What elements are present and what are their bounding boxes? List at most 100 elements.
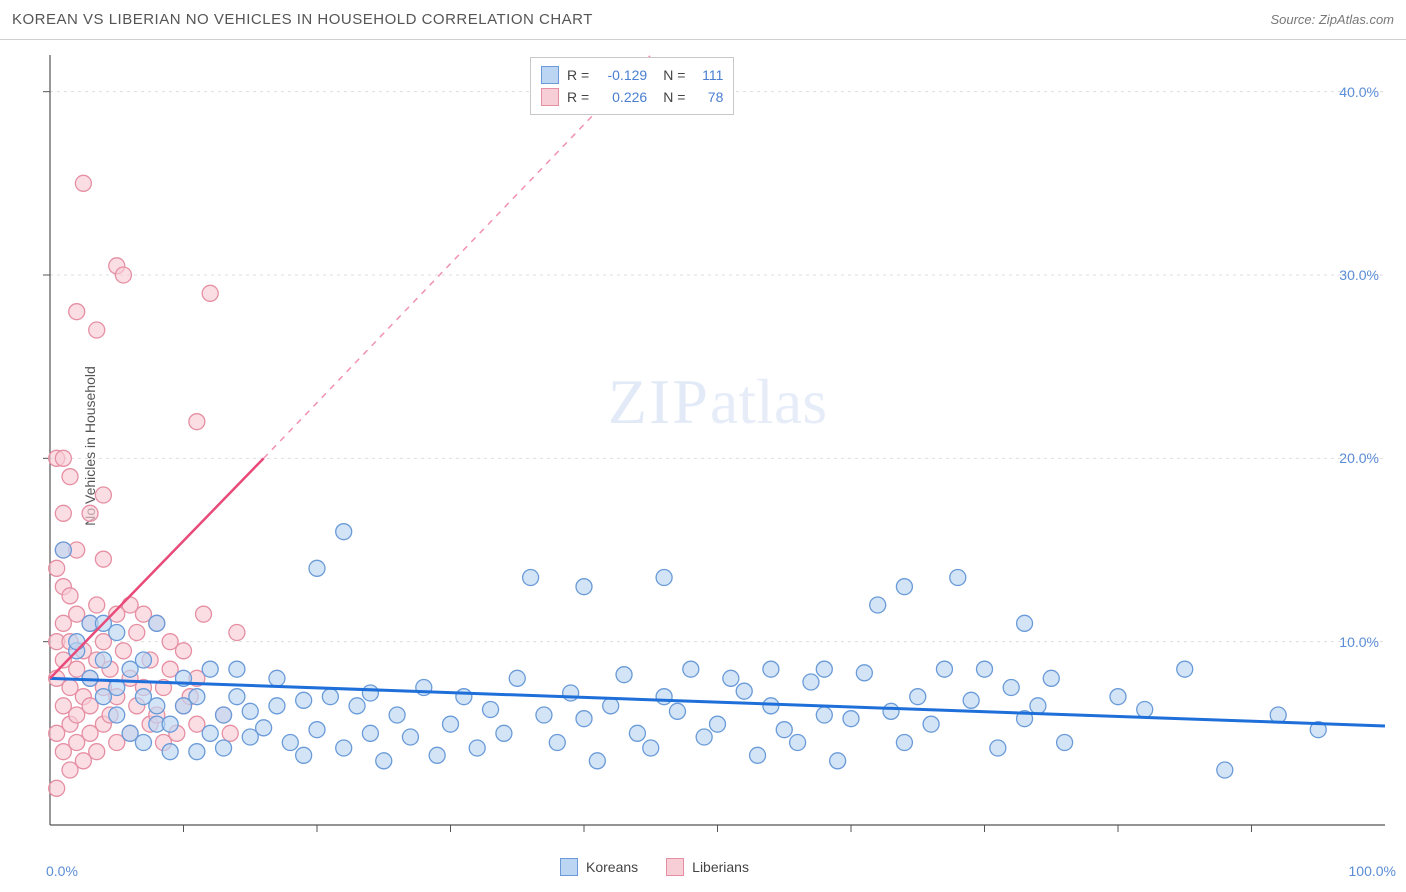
liberians-point bbox=[222, 725, 238, 741]
koreans-point bbox=[189, 689, 205, 705]
koreans-point bbox=[336, 524, 352, 540]
koreans-point bbox=[1003, 680, 1019, 696]
n-label: N = bbox=[663, 89, 685, 105]
koreans-point bbox=[536, 707, 552, 723]
koreans-point bbox=[603, 698, 619, 714]
liberians-point bbox=[69, 304, 85, 320]
koreans-point bbox=[870, 597, 886, 613]
koreans-point bbox=[1030, 698, 1046, 714]
koreans-point bbox=[923, 716, 939, 732]
koreans-point bbox=[843, 711, 859, 727]
r-label: R = bbox=[567, 67, 589, 83]
liberians-point bbox=[95, 551, 111, 567]
koreans-point bbox=[95, 652, 111, 668]
koreans-point bbox=[643, 740, 659, 756]
koreans-point bbox=[616, 667, 632, 683]
koreans-point bbox=[69, 634, 85, 650]
legend-item: Liberians bbox=[666, 858, 749, 876]
koreans-point bbox=[229, 661, 245, 677]
koreans-point bbox=[1177, 661, 1193, 677]
liberians-point bbox=[176, 643, 192, 659]
koreans-point bbox=[896, 579, 912, 595]
koreans-point bbox=[856, 665, 872, 681]
series-swatch bbox=[541, 66, 559, 84]
liberians-point bbox=[129, 625, 145, 641]
koreans-point bbox=[696, 729, 712, 745]
koreans-point bbox=[1043, 670, 1059, 686]
koreans-point bbox=[269, 670, 285, 686]
koreans-point bbox=[736, 683, 752, 699]
r-value: -0.129 bbox=[597, 67, 647, 83]
liberians-point bbox=[49, 560, 65, 576]
x-axis-start-label: 0.0% bbox=[46, 863, 78, 879]
liberians-point bbox=[62, 588, 78, 604]
koreans-point bbox=[509, 670, 525, 686]
koreans-point bbox=[750, 747, 766, 763]
liberians-point bbox=[55, 505, 71, 521]
n-value: 78 bbox=[693, 89, 723, 105]
liberians-point bbox=[229, 625, 245, 641]
koreans-point bbox=[977, 661, 993, 677]
koreans-point bbox=[896, 735, 912, 751]
koreans-point bbox=[109, 625, 125, 641]
series-swatch bbox=[541, 88, 559, 106]
koreans-point bbox=[589, 753, 605, 769]
koreans-point bbox=[402, 729, 418, 745]
liberians-point bbox=[49, 780, 65, 796]
koreans-point bbox=[456, 689, 472, 705]
koreans-point bbox=[282, 735, 298, 751]
koreans-point bbox=[816, 661, 832, 677]
koreans-point bbox=[189, 744, 205, 760]
koreans-point bbox=[656, 570, 672, 586]
koreans-point bbox=[710, 716, 726, 732]
koreans-point bbox=[1057, 735, 1073, 751]
liberians-point bbox=[75, 175, 91, 191]
legend-bottom: Koreans Liberians bbox=[560, 858, 749, 876]
koreans-point bbox=[763, 698, 779, 714]
stats-row: R =0.226N =78 bbox=[541, 86, 723, 108]
liberians-point bbox=[89, 322, 105, 338]
plot-area: ZIPatlas R =-0.129N =111R =0.226N =78 10… bbox=[50, 55, 1385, 825]
koreans-point bbox=[162, 744, 178, 760]
liberians-point bbox=[115, 267, 131, 283]
koreans-point bbox=[362, 725, 378, 741]
koreans-point bbox=[803, 674, 819, 690]
y-tick-label: 30.0% bbox=[1339, 267, 1379, 283]
koreans-point bbox=[1137, 702, 1153, 718]
liberians-point bbox=[89, 744, 105, 760]
koreans-point bbox=[790, 735, 806, 751]
legend-label: Liberians bbox=[692, 859, 749, 875]
koreans-point bbox=[162, 716, 178, 732]
x-axis-end-label: 100.0% bbox=[1349, 863, 1396, 879]
koreans-point bbox=[149, 615, 165, 631]
koreans-point bbox=[336, 740, 352, 756]
koreans-point bbox=[216, 740, 232, 756]
koreans-point bbox=[469, 740, 485, 756]
koreans-point bbox=[135, 735, 151, 751]
koreans-point bbox=[429, 747, 445, 763]
koreans-point bbox=[296, 747, 312, 763]
koreans-point bbox=[322, 689, 338, 705]
koreans-point bbox=[242, 703, 258, 719]
r-label: R = bbox=[567, 89, 589, 105]
koreans-point bbox=[443, 716, 459, 732]
liberians-trendline-extrapolated bbox=[264, 55, 651, 458]
koreans-point bbox=[629, 725, 645, 741]
liberians-point bbox=[89, 597, 105, 613]
liberians-point bbox=[189, 414, 205, 430]
koreans-point bbox=[830, 753, 846, 769]
liberians-point bbox=[55, 450, 71, 466]
n-value: 111 bbox=[693, 67, 723, 83]
koreans-point bbox=[349, 698, 365, 714]
liberians-point bbox=[62, 469, 78, 485]
koreans-point bbox=[362, 685, 378, 701]
koreans-point bbox=[656, 689, 672, 705]
koreans-point bbox=[683, 661, 699, 677]
legend-swatch bbox=[560, 858, 578, 876]
koreans-point bbox=[883, 703, 899, 719]
chart-svg bbox=[50, 55, 1385, 825]
koreans-point bbox=[269, 698, 285, 714]
y-tick-label: 40.0% bbox=[1339, 84, 1379, 100]
legend-label: Koreans bbox=[586, 859, 638, 875]
stats-row: R =-0.129N =111 bbox=[541, 64, 723, 86]
